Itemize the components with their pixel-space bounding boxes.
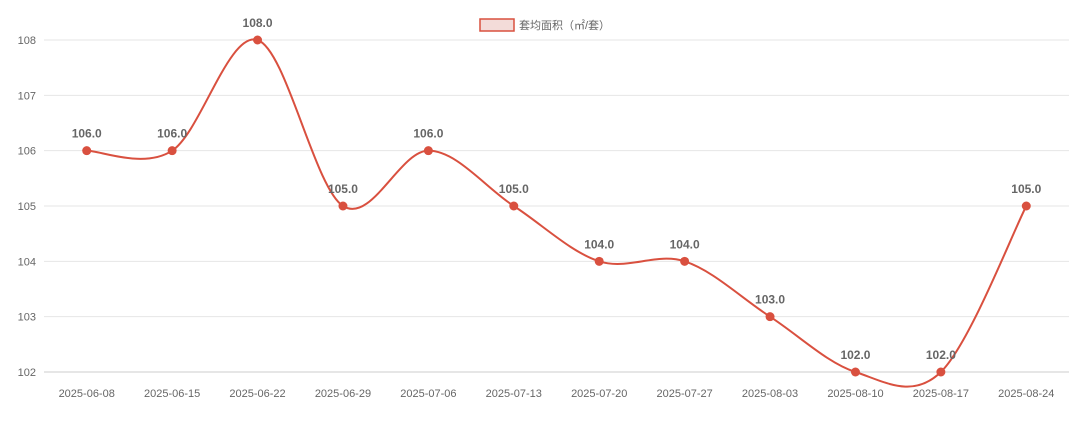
data-label: 104.0 bbox=[670, 237, 700, 251]
grid-lines bbox=[44, 39, 1069, 318]
data-label: 102.0 bbox=[926, 348, 956, 362]
data-labels: 106.0 106.0 108.0 105.0 106.0 105.0 104.0 104.0… bbox=[72, 16, 1042, 362]
x-tick-label: 2025-08-24 bbox=[998, 388, 1054, 400]
legend-label: 套均面积（㎡/套） bbox=[519, 19, 610, 32]
data-point[interactable] bbox=[1021, 201, 1031, 211]
y-tick-label: 102 bbox=[18, 367, 36, 379]
data-label: 106.0 bbox=[157, 127, 187, 141]
data-label: 105.0 bbox=[499, 182, 529, 196]
x-tick-label: 2025-08-10 bbox=[827, 388, 883, 400]
x-tick-label: 2025-08-17 bbox=[913, 388, 969, 400]
axes: 102 103 104 105 106 107 108 2025-06-08 2025-06-1… bbox=[18, 35, 1069, 400]
legend[interactable]: 套均面积（㎡/套） bbox=[479, 18, 610, 32]
data-label: 104.0 bbox=[584, 237, 614, 251]
x-tick-label: 2025-07-20 bbox=[571, 388, 627, 400]
data-point[interactable] bbox=[765, 312, 775, 322]
data-point[interactable] bbox=[850, 367, 860, 377]
x-tick-label: 2025-07-06 bbox=[400, 388, 456, 400]
data-label: 106.0 bbox=[72, 127, 102, 141]
data-point[interactable] bbox=[936, 367, 946, 377]
x-tick-label: 2025-06-29 bbox=[315, 388, 371, 400]
y-tick-label: 108 bbox=[18, 35, 36, 47]
data-point[interactable] bbox=[167, 146, 177, 156]
x-tick-label: 2025-07-27 bbox=[656, 388, 712, 400]
data-point[interactable] bbox=[423, 146, 433, 156]
legend-swatch bbox=[479, 18, 515, 32]
data-label: 106.0 bbox=[413, 127, 443, 141]
series-layer bbox=[82, 35, 1031, 388]
data-point[interactable] bbox=[338, 201, 348, 211]
x-tick-label: 2025-06-15 bbox=[144, 388, 200, 400]
y-tick-label: 105 bbox=[18, 201, 36, 213]
x-tick-label: 2025-06-08 bbox=[59, 388, 115, 400]
x-tick-label: 2025-08-03 bbox=[742, 388, 798, 400]
x-tick-label: 2025-07-13 bbox=[486, 388, 542, 400]
data-label: 105.0 bbox=[328, 182, 358, 196]
series-line bbox=[86, 38, 1028, 388]
data-point[interactable] bbox=[680, 256, 690, 266]
data-point[interactable] bbox=[509, 201, 519, 211]
data-label: 102.0 bbox=[840, 348, 870, 362]
data-label: 103.0 bbox=[755, 293, 785, 307]
data-label: 105.0 bbox=[1011, 182, 1041, 196]
y-tick-label: 103 bbox=[18, 312, 36, 324]
data-point[interactable] bbox=[253, 35, 263, 45]
data-point[interactable] bbox=[594, 256, 604, 266]
y-tick-label: 106 bbox=[18, 146, 36, 158]
data-label: 108.0 bbox=[243, 16, 273, 30]
y-tick-label: 104 bbox=[18, 256, 36, 268]
y-tick-label: 107 bbox=[18, 90, 36, 102]
data-point[interactable] bbox=[82, 146, 92, 156]
x-tick-label: 2025-06-22 bbox=[229, 388, 285, 400]
